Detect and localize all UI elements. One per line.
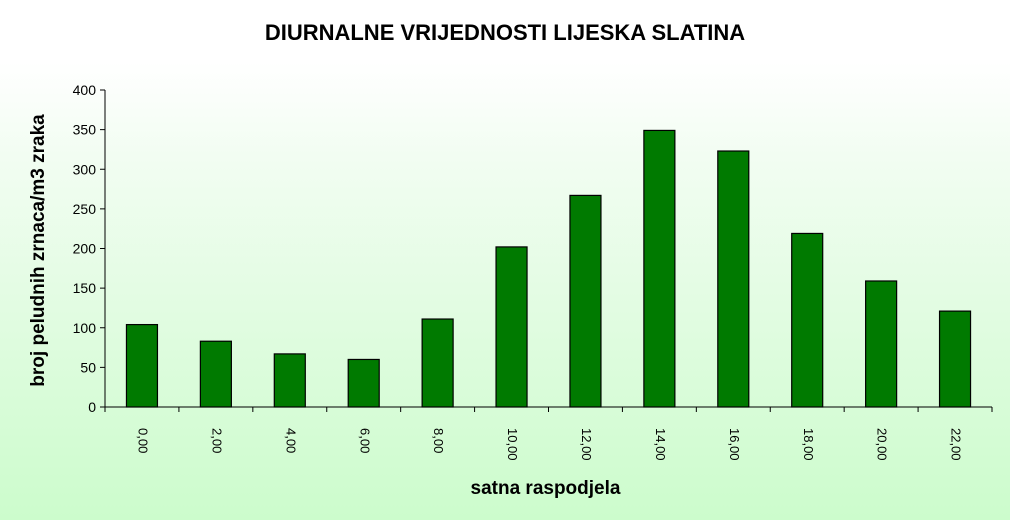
y-tick-label: 150 (73, 280, 97, 296)
x-tick-label: 12,00 (579, 428, 594, 461)
y-tick-label: 100 (73, 320, 97, 336)
y-tick-label: 250 (73, 201, 97, 217)
y-tick-label: 400 (73, 82, 97, 98)
x-tick-label: 4,00 (283, 428, 298, 453)
bar-10,00 (495, 246, 528, 408)
bar-4,00 (273, 353, 306, 408)
x-tick-label: 8,00 (431, 428, 446, 453)
chart-title: DIURNALNE VRIJEDNOSTI LIJESKA SLATINA (264, 20, 746, 45)
bar-20,00 (865, 280, 898, 408)
x-tick-label: 16,00 (727, 428, 742, 461)
x-tick-label: 14,00 (653, 428, 668, 461)
x-tick-label: 18,00 (801, 428, 816, 461)
bar-18,00 (791, 232, 824, 408)
bar-14,00 (643, 129, 676, 408)
x-tick-label: 2,00 (209, 428, 224, 453)
x-tick-label: 6,00 (357, 428, 372, 453)
bar-2,00 (199, 340, 232, 408)
bar-12,00 (569, 194, 602, 408)
bar-16,00 (717, 150, 750, 408)
bar-22,00 (938, 310, 972, 408)
y-tick-label: 200 (73, 241, 97, 257)
x-tick-label: 10,00 (505, 428, 520, 461)
y-tick-label: 350 (73, 122, 97, 138)
bar-6,00 (347, 358, 380, 408)
x-axis-label: satna raspodjela (471, 478, 621, 499)
x-tick-label: 22,00 (949, 428, 964, 461)
x-tick-label: 0,00 (136, 428, 151, 453)
bar-8,00 (421, 318, 454, 408)
y-tick-label: 0 (88, 399, 96, 415)
y-tick-label: 50 (80, 359, 96, 375)
x-tick-label: 20,00 (875, 428, 890, 461)
y-axis-label: broj peludnih zrnaca/m3 zraka (28, 114, 49, 387)
bar-0,00 (125, 323, 159, 408)
y-tick-label: 300 (73, 161, 97, 177)
